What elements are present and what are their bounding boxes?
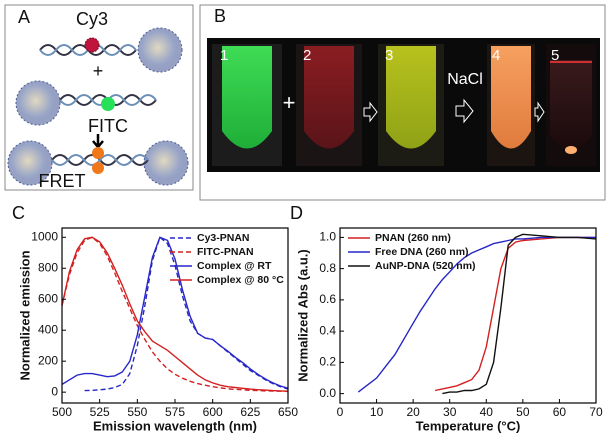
x-tick-label: 70 bbox=[589, 405, 603, 419]
x-tick-label: 650 bbox=[278, 405, 298, 419]
arrow bbox=[363, 101, 378, 123]
dye-label: Cy3 bbox=[76, 9, 108, 29]
x-tick-label: 500 bbox=[52, 405, 72, 419]
x-tick-label: 525 bbox=[90, 405, 110, 419]
y-axis-label: Normalized Abs (a.u.) bbox=[295, 249, 310, 381]
tube-number: 5 bbox=[551, 47, 559, 64]
tube-number: 2 bbox=[303, 47, 311, 64]
dye bbox=[92, 147, 104, 159]
dna-strand bbox=[51, 154, 149, 166]
tube-number: 1 bbox=[220, 47, 228, 64]
tube bbox=[550, 60, 592, 150]
dye bbox=[92, 162, 104, 174]
x-tick-label: 625 bbox=[240, 405, 260, 419]
tube bbox=[304, 46, 354, 149]
legend-label: AuNP-DNA (520 nm) bbox=[375, 260, 476, 272]
panel-label: D bbox=[290, 203, 303, 223]
plus: + bbox=[93, 61, 104, 81]
salt-label: NaCl bbox=[447, 71, 483, 88]
legend-label: FITC-PNAN bbox=[197, 246, 254, 258]
legend-label: PNAN (260 nm) bbox=[375, 232, 451, 244]
series-line bbox=[434, 236, 596, 392]
x-tick-label: 30 bbox=[443, 405, 457, 419]
plot-frame bbox=[339, 227, 597, 404]
plot-frame bbox=[61, 227, 289, 404]
y-tick-label: 0.8 bbox=[319, 261, 336, 275]
x-tick-label: 575 bbox=[165, 405, 185, 419]
series-line bbox=[84, 236, 289, 392]
panel-label: C bbox=[12, 203, 25, 223]
panel-a: A Cy3 + FITC FRET bbox=[4, 4, 194, 191]
x-tick-label: 60 bbox=[553, 405, 567, 419]
y-tick-label: 200 bbox=[38, 353, 58, 367]
legend-label: Complex @ RT bbox=[197, 260, 272, 272]
nanoparticle bbox=[15, 80, 61, 126]
panel-label: A bbox=[18, 7, 30, 27]
panel-label: B bbox=[214, 6, 226, 26]
tube-number: 3 bbox=[385, 47, 393, 64]
legend-label: Complex @ 80 °C bbox=[197, 274, 284, 286]
y-tick-label: 0.0 bbox=[319, 386, 336, 400]
tube bbox=[491, 46, 531, 149]
series-line bbox=[442, 233, 597, 395]
x-tick-label: 20 bbox=[406, 405, 420, 419]
series-line bbox=[61, 236, 289, 389]
y-tick-label: 1000 bbox=[31, 229, 58, 243]
fitc-dye bbox=[101, 97, 115, 111]
nanoparticle bbox=[137, 27, 183, 73]
tube bbox=[386, 46, 436, 149]
x-tick-label: 40 bbox=[480, 405, 494, 419]
x-tick-label: 550 bbox=[127, 405, 147, 419]
series-line bbox=[357, 236, 596, 393]
legend-label: Cy3-PNAN bbox=[197, 232, 250, 244]
y-tick-label: 400 bbox=[38, 322, 58, 336]
dye-label: FITC bbox=[88, 116, 128, 136]
y-tick-label: 800 bbox=[38, 260, 58, 274]
y-tick-label: 600 bbox=[38, 291, 58, 305]
legend-label: Free DNA (260 nm) bbox=[375, 246, 469, 258]
arrow bbox=[534, 101, 545, 123]
x-tick-label: 600 bbox=[203, 405, 223, 419]
result-label: FRET bbox=[39, 171, 86, 191]
x-axis-label: Temperature (°C) bbox=[416, 418, 521, 433]
panel-b: B 1 2 3 4 5 + NaCl bbox=[199, 4, 606, 201]
series-line bbox=[61, 236, 289, 392]
nanoparticle bbox=[143, 140, 189, 186]
tube bbox=[222, 46, 272, 149]
y-tick-label: 0.2 bbox=[319, 355, 336, 369]
cy3-dye bbox=[84, 37, 100, 53]
precipitate bbox=[565, 146, 577, 154]
y-axis-label: Normalized emission bbox=[17, 250, 32, 380]
x-tick-label: 0 bbox=[337, 405, 344, 419]
y-tick-label: 0 bbox=[51, 384, 58, 398]
x-tick-label: 10 bbox=[370, 405, 384, 419]
tube-number: 4 bbox=[492, 47, 500, 64]
plus: + bbox=[283, 90, 296, 115]
x-tick-label: 50 bbox=[516, 405, 530, 419]
y-tick-label: 1.0 bbox=[319, 230, 336, 244]
y-tick-label: 0.6 bbox=[319, 292, 336, 306]
x-axis-label: Emission wavelength (nm) bbox=[93, 418, 257, 433]
arrow bbox=[455, 98, 474, 124]
nanoparticle bbox=[7, 140, 53, 186]
y-tick-label: 0.4 bbox=[319, 323, 336, 337]
